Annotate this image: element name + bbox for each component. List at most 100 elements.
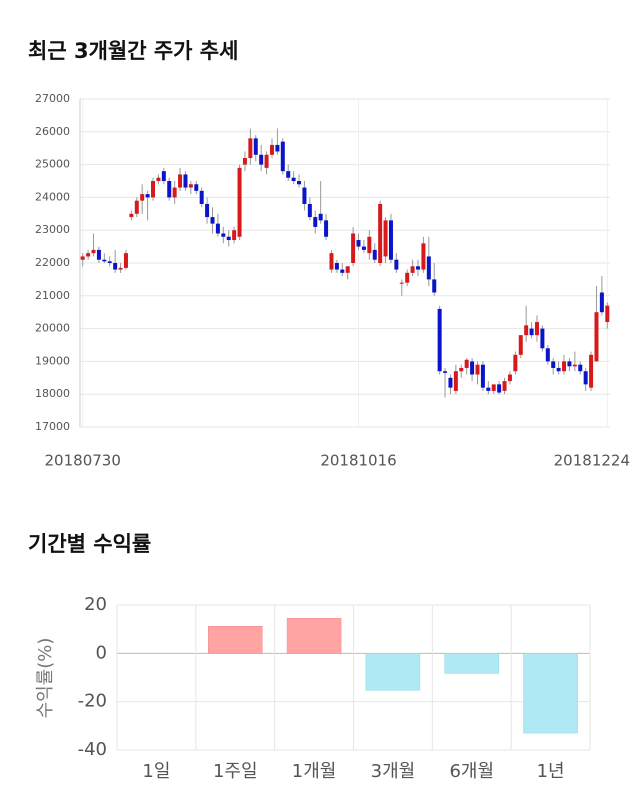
y-tick-label: 20000	[35, 322, 70, 335]
candle-body	[302, 187, 307, 204]
candle-body	[237, 167, 242, 237]
x-tick-label: 3개월	[371, 761, 416, 782]
y-tick-label: -20	[78, 691, 107, 712]
x-tick-label: 1일	[142, 761, 170, 782]
candle-body	[329, 253, 334, 270]
candle-body	[172, 187, 177, 198]
candle-body	[248, 138, 253, 159]
candle-body	[286, 171, 291, 178]
candle-body	[194, 184, 199, 191]
candle-body	[107, 261, 112, 263]
bar	[208, 626, 263, 654]
y-tick-label: 27000	[35, 92, 70, 105]
candle-body	[96, 249, 101, 260]
candle-body	[524, 325, 529, 336]
x-tick-label: 6개월	[449, 761, 494, 782]
chart-title: 최근 3개월간 주가 추세	[28, 39, 238, 63]
candle-body	[421, 243, 426, 270]
candle-body	[578, 364, 583, 372]
candle-body	[297, 181, 302, 185]
candle-body	[205, 203, 210, 218]
x-tick-label: 1주일	[213, 761, 258, 782]
candle-body	[340, 269, 345, 273]
candle-body	[232, 230, 237, 241]
candle-body	[86, 253, 91, 257]
candle-body	[259, 154, 264, 165]
candle-body	[416, 266, 421, 270]
candle-body	[210, 217, 215, 224]
bar	[286, 618, 342, 654]
candle-body	[605, 305, 610, 323]
candle-body	[448, 377, 453, 388]
candle-body	[134, 200, 139, 214]
candle-body	[367, 236, 372, 254]
candle-body	[480, 364, 485, 388]
candle-body	[572, 364, 577, 367]
candle-body	[129, 213, 134, 218]
candle-body	[215, 223, 220, 234]
candle-body	[307, 203, 312, 218]
candle-body	[502, 381, 507, 391]
y-tick-label: 26000	[35, 125, 70, 138]
candle-body	[475, 364, 480, 375]
candle-body	[470, 361, 475, 375]
candle-body	[540, 328, 545, 349]
candle-body	[183, 174, 188, 188]
candle-body	[318, 213, 323, 221]
candle-body	[372, 249, 377, 260]
candle-body	[264, 154, 269, 168]
candle-body	[123, 253, 128, 268]
y-tick-label: 22000	[35, 256, 70, 269]
candle-body	[324, 220, 329, 237]
bar	[523, 653, 578, 734]
candle-body	[464, 359, 469, 368]
candle-body	[269, 144, 274, 155]
bar	[444, 653, 499, 674]
candle-body	[432, 279, 437, 293]
candle-body	[567, 361, 572, 367]
candle-body	[80, 256, 85, 260]
candle-body	[188, 184, 193, 188]
x-tick-label: 20181016	[320, 452, 396, 470]
x-tick-label: 1개월	[292, 761, 337, 782]
candle-body	[199, 190, 204, 204]
y-axis-label: 수익률(%)	[35, 638, 56, 719]
candle-body	[151, 181, 156, 198]
candle-body	[242, 158, 247, 165]
candle-body	[275, 144, 280, 152]
bar	[365, 653, 421, 691]
candle-body	[534, 322, 539, 336]
candle-body	[140, 194, 145, 201]
candle-body	[599, 292, 604, 313]
y-tick-label: 21000	[35, 289, 70, 302]
candle-body	[491, 384, 496, 391]
candle-body	[518, 335, 523, 355]
candle-body	[291, 177, 296, 181]
candle-body	[118, 267, 123, 270]
y-tick-label: 19000	[35, 354, 70, 367]
y-tick-label: 24000	[35, 190, 70, 203]
y-tick-label: 23000	[35, 223, 70, 236]
candle-body	[545, 348, 550, 362]
candle-body	[280, 141, 285, 172]
candle-body	[513, 354, 518, 372]
y-tick-label: -40	[78, 739, 107, 760]
candle-body	[383, 220, 388, 257]
y-tick-label: 0	[96, 642, 107, 663]
candle-body	[399, 282, 404, 284]
x-tick-label: 20181224	[554, 452, 630, 470]
y-tick-label: 17000	[35, 420, 70, 433]
candle-body	[156, 177, 161, 181]
x-tick-label: 1년	[537, 761, 565, 782]
x-tick-label: 20180730	[45, 452, 121, 470]
candle-body	[351, 233, 356, 263]
candle-body	[113, 263, 118, 270]
candle-body	[405, 272, 410, 283]
candle-body	[443, 371, 448, 373]
candle-body	[507, 374, 512, 382]
candle-body	[167, 181, 172, 198]
candle-body	[410, 266, 415, 273]
candle-body	[253, 138, 258, 155]
y-tick-label: 20	[84, 594, 107, 615]
